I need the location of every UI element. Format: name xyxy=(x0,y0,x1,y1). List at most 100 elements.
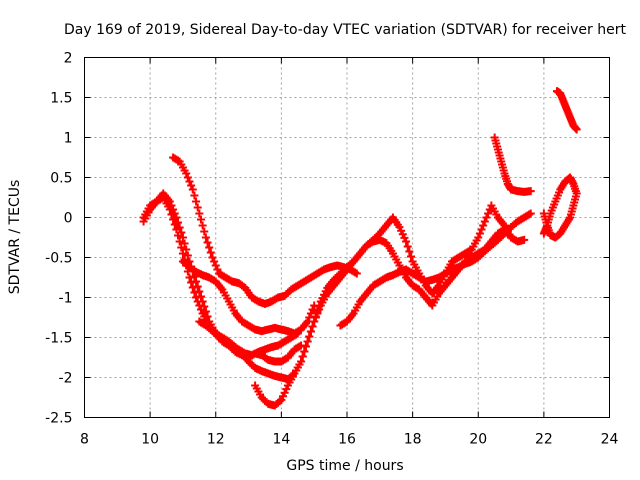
x-tick-label: 8 xyxy=(80,432,89,448)
data-point xyxy=(190,288,199,297)
y-tick-label: 2 xyxy=(64,51,73,67)
data-point xyxy=(188,283,197,292)
data-points xyxy=(139,87,581,410)
data-point xyxy=(477,225,486,234)
data-point xyxy=(177,243,186,252)
data-point xyxy=(170,220,179,229)
y-tick-label: 1 xyxy=(64,131,73,147)
data-point xyxy=(200,227,209,236)
data-point xyxy=(193,203,202,212)
data-point xyxy=(475,229,484,238)
x-tick-label: 20 xyxy=(469,432,487,448)
data-point xyxy=(172,225,181,234)
x-tick-label: 14 xyxy=(272,432,290,448)
data-point xyxy=(185,177,194,186)
data-point xyxy=(190,191,199,200)
x-tick-label: 16 xyxy=(338,432,356,448)
data-point xyxy=(352,269,361,278)
data-point xyxy=(182,169,191,178)
data-point xyxy=(188,185,197,194)
data-point xyxy=(288,370,297,379)
data-point xyxy=(208,253,217,262)
x-tick-label: 10 xyxy=(141,432,159,448)
data-point xyxy=(298,352,307,361)
data-point xyxy=(313,309,322,318)
series-arc-8 xyxy=(336,209,535,330)
data-point xyxy=(192,197,201,206)
data-point xyxy=(275,397,284,406)
data-point xyxy=(310,317,319,326)
data-point xyxy=(187,181,196,190)
data-point xyxy=(308,322,317,331)
data-point xyxy=(210,257,219,266)
data-point xyxy=(311,313,320,322)
y-tick-label: 0 xyxy=(64,211,73,227)
data-point xyxy=(174,231,183,240)
data-point xyxy=(213,265,222,274)
data-point xyxy=(196,305,205,314)
data-point xyxy=(479,221,488,230)
series-arc-3 xyxy=(178,257,319,338)
y-tick-label: -1 xyxy=(59,291,73,307)
y-tick-label: 0.5 xyxy=(50,171,72,187)
data-point xyxy=(183,173,192,182)
data-point xyxy=(403,242,412,251)
data-point xyxy=(572,125,581,134)
y-tick-label: 1.5 xyxy=(50,91,72,107)
data-point xyxy=(205,243,214,252)
data-point xyxy=(178,249,187,258)
series-arc-11 xyxy=(539,173,581,242)
data-point xyxy=(169,215,178,224)
data-point xyxy=(474,233,483,242)
data-point xyxy=(526,187,535,196)
data-point xyxy=(484,209,493,218)
data-point xyxy=(203,238,212,247)
data-point xyxy=(300,347,309,356)
y-tick-label: -1.5 xyxy=(45,331,72,347)
data-point xyxy=(185,273,194,282)
data-point xyxy=(305,332,314,341)
data-point xyxy=(196,215,205,224)
data-point xyxy=(303,337,312,346)
data-point xyxy=(195,209,204,218)
y-tick-labels: -2.5 -2 -1.5 -1 -0.5 0 0.5 1 1.5 2 xyxy=(45,51,72,427)
y-tick-label: -2 xyxy=(59,371,73,387)
data-point xyxy=(482,213,491,222)
data-point xyxy=(406,252,415,261)
data-point xyxy=(315,305,324,314)
chart-title: Day 169 of 2019, Sidereal Day-to-day VTE… xyxy=(64,22,626,38)
data-point xyxy=(201,233,210,242)
x-tick-labels: 8 10 12 14 16 18 20 22 24 xyxy=(80,432,618,448)
data-point xyxy=(192,293,201,302)
data-point xyxy=(165,205,174,214)
data-point xyxy=(297,357,306,366)
data-point xyxy=(167,210,176,219)
y-axis-title: SDTVAR / TECUs xyxy=(7,180,23,295)
gridlines xyxy=(84,57,610,418)
x-tick-label: 12 xyxy=(207,432,225,448)
data-point xyxy=(306,327,315,336)
data-point xyxy=(206,248,215,257)
data-point xyxy=(293,329,302,338)
series-arc-5 xyxy=(195,317,302,360)
data-point xyxy=(187,278,196,287)
data-point xyxy=(402,237,411,246)
data-point xyxy=(195,301,204,310)
x-tick-label: 24 xyxy=(601,432,619,448)
data-point xyxy=(211,261,220,270)
data-point xyxy=(526,209,535,218)
data-point xyxy=(539,209,548,218)
y-tick-label: -2.5 xyxy=(45,411,72,427)
series-arc-9 xyxy=(490,133,535,196)
data-point xyxy=(175,237,184,246)
x-tick-label: 22 xyxy=(535,432,553,448)
y-tick-label: -0.5 xyxy=(45,251,72,267)
axis-ticks xyxy=(84,57,610,418)
data-point xyxy=(480,217,489,226)
x-tick-label: 18 xyxy=(404,432,422,448)
data-point xyxy=(520,235,529,244)
data-point xyxy=(198,221,207,230)
x-axis-title: GPS time / hours xyxy=(286,458,403,474)
data-point xyxy=(301,342,310,351)
